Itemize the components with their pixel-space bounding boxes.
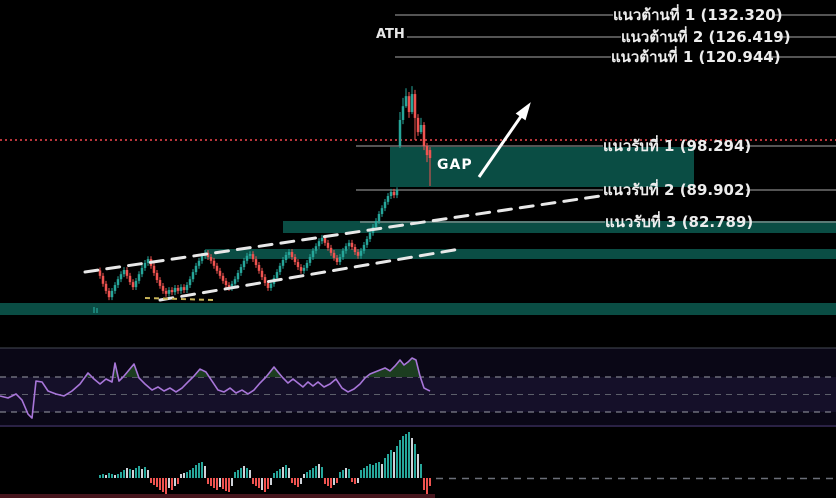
support-1-label[interactable]: แนวรับที่ 1 (98.294)	[603, 137, 752, 155]
ath-annotation[interactable]: ATH	[376, 27, 405, 42]
resistance-2-label[interactable]: แนวต้านที่ 2 (126.419)	[621, 28, 791, 46]
support-3-label[interactable]: แนวรับที่ 3 (82.789)	[605, 213, 754, 231]
support-2-label[interactable]: แนวรับที่ 2 (89.902)	[603, 181, 752, 199]
resistance-3-label[interactable]: แนวต้านที่ 1 (120.944)	[611, 48, 781, 66]
resistance-1-label[interactable]: แนวต้านที่ 1 (132.320)	[613, 6, 783, 24]
gap-annotation[interactable]: GAP	[437, 157, 473, 173]
